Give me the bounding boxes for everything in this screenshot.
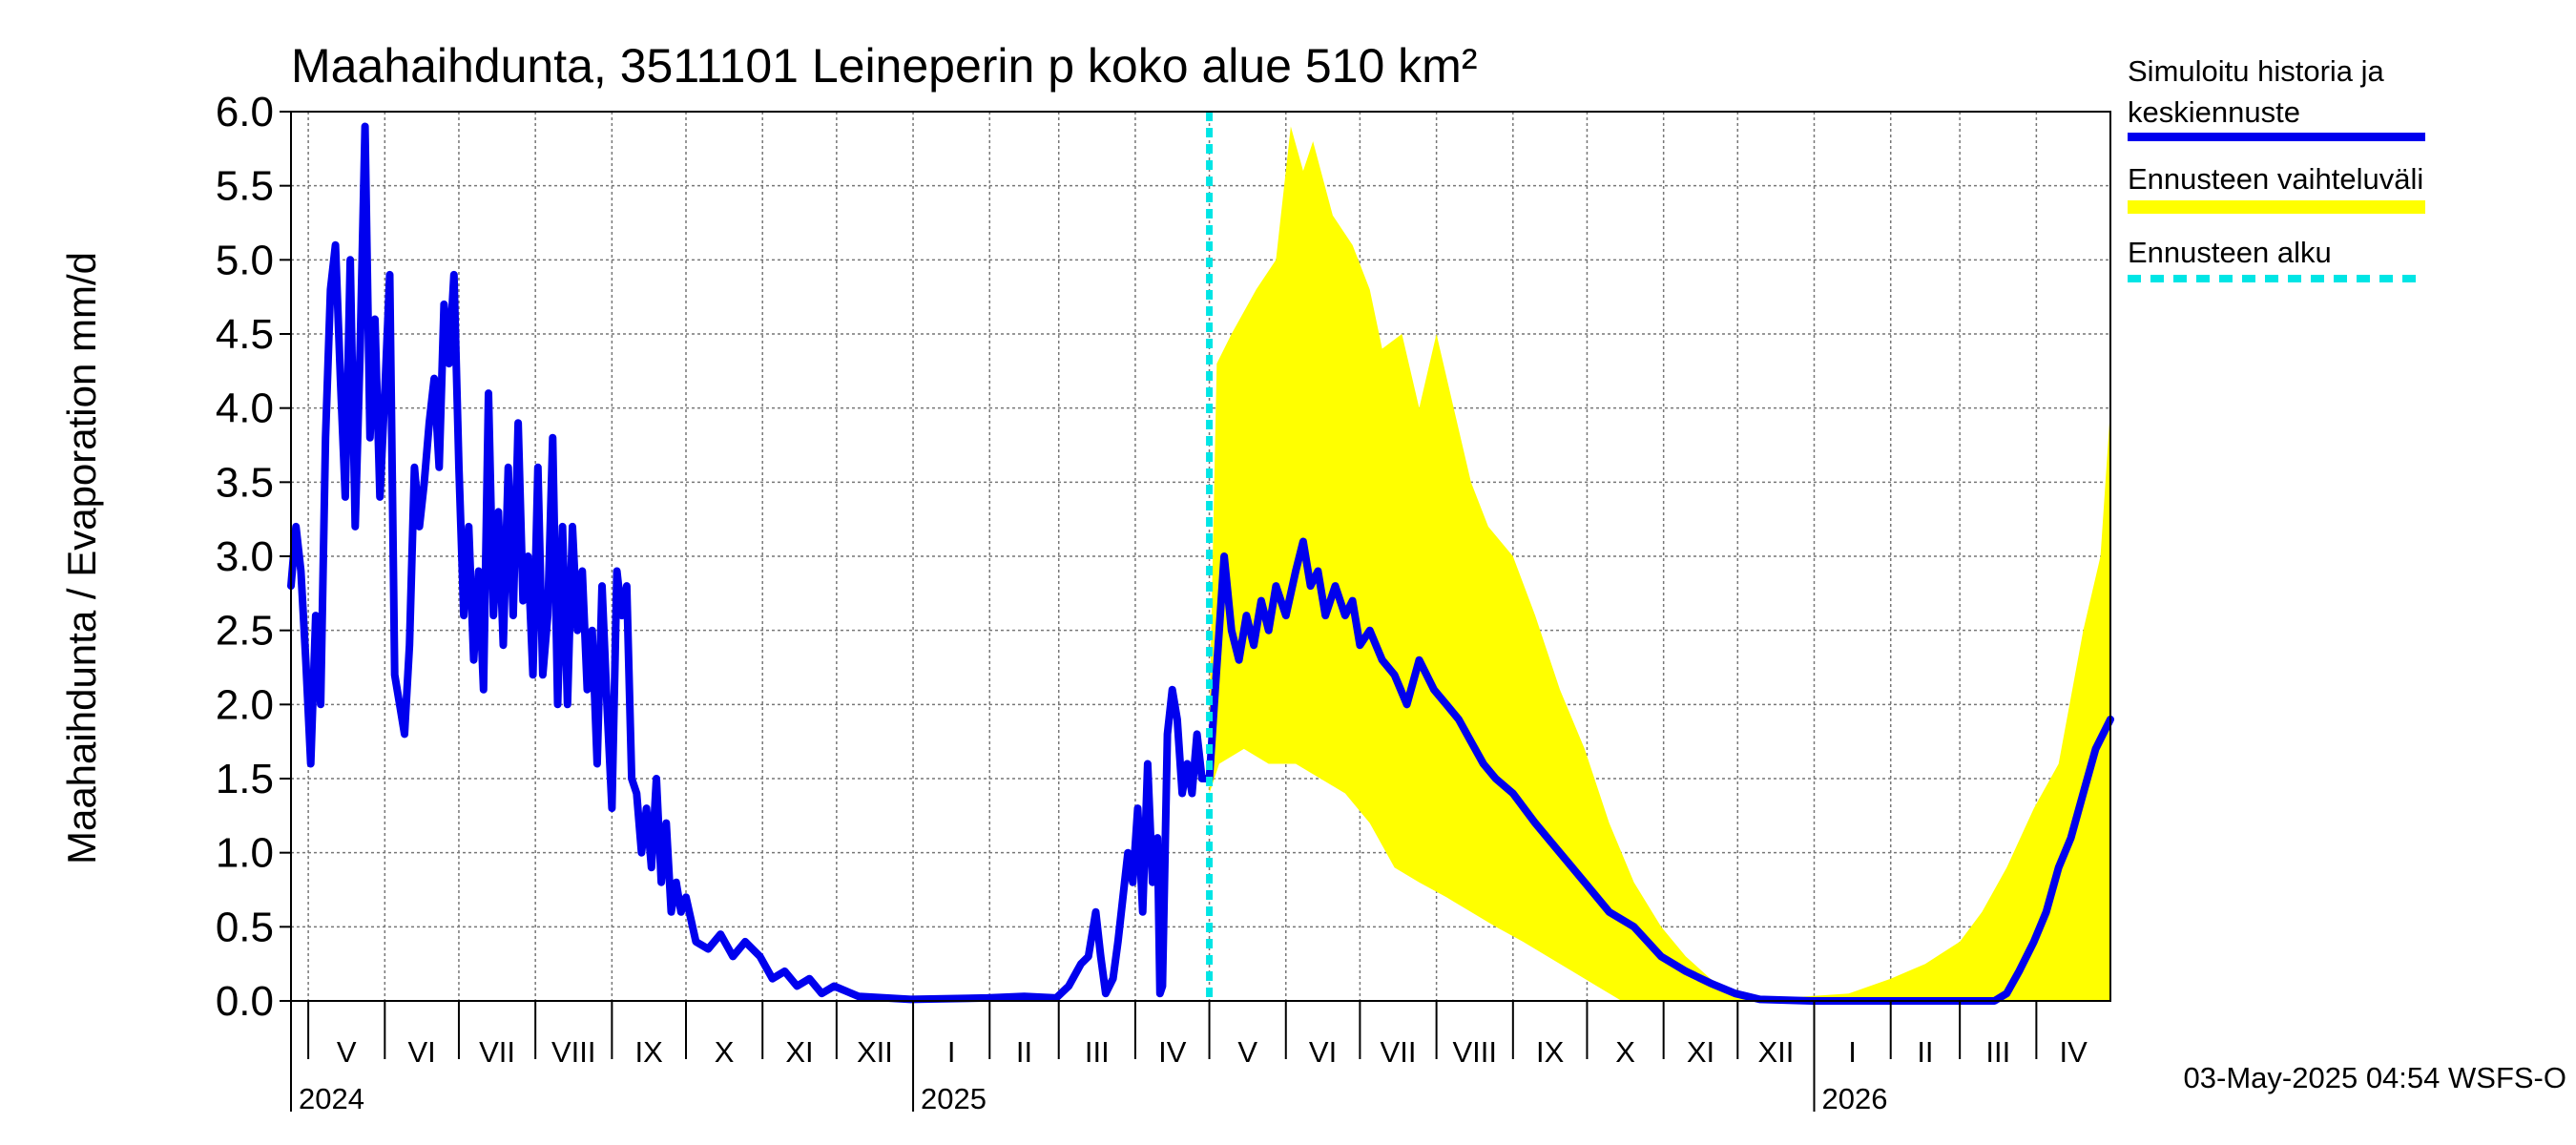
forecast-range-band [1209,126,2110,1001]
x-tick-label: V [337,1035,357,1069]
x-tick-label: XI [785,1035,813,1069]
y-tick-label: 5.5 [216,163,274,210]
y-tick-label: 3.5 [216,459,274,506]
x-tick-label: III [1985,1035,2010,1069]
legend: Simuloitu historia ja keskiennuste Ennus… [2128,54,2425,282]
legend-label-simulated: Simuloitu historia ja [2128,54,2385,88]
x-tick-label: VIII [1452,1035,1497,1069]
series-lines [287,122,2114,1005]
y-tick-label: 5.0 [216,237,274,283]
y-tick-label: 4.5 [216,311,274,358]
legend-label-range: Ennusteen vaihteluväli [2128,162,2423,196]
x-tick-label: VII [1381,1035,1417,1069]
y-tick-label: 0.5 [216,904,274,950]
x-tick-label: V [1237,1035,1257,1069]
x-tick-label: X [715,1035,735,1069]
x-tick-label: X [1615,1035,1635,1069]
x-tick-label: II [1016,1035,1032,1069]
y-tick-label: 0.0 [216,978,274,1025]
x-tick-label: VIII [551,1035,596,1069]
axes: 0.0 0.5 1.0 1.5 2.0 2.5 3.0 3.5 4.0 4.5 5.0 5.5 6.0 V… [216,89,2088,1115]
x-tick-label: XII [857,1035,893,1069]
x-tick-label: VI [1309,1035,1337,1069]
year-label: 2024 [299,1082,364,1115]
y-tick-label: 1.0 [216,830,274,877]
y-tick-label: 3.0 [216,533,274,580]
forecast-range-area [1209,126,2110,1001]
legend-swatch-simulated [2128,133,2425,141]
x-tick-label: VII [479,1035,515,1069]
x-tick-label: VI [407,1035,435,1069]
footer-timestamp: 03-May-2025 04:54 WSFS-O [2184,1061,2566,1094]
y-tick-label: 4.0 [216,385,274,432]
x-tick-label: IX [1536,1035,1565,1069]
chart-title: Maahaihdunta, 3511101 Leineperin p koko … [291,39,1477,93]
simulated-history-line [287,122,1214,1004]
year-label: 2026 [1821,1082,1887,1115]
legend-swatch-range [2128,200,2425,214]
x-tick-label: XI [1687,1035,1714,1069]
y-tick-label: 2.5 [216,608,274,655]
x-tick-label: I [947,1035,956,1069]
legend-label-simulated-2: keskiennuste [2128,95,2300,129]
x-tick-label: III [1085,1035,1110,1069]
x-tick-label: IX [635,1035,664,1069]
legend-label-forecast-start: Ennusteen alku [2128,236,2332,269]
y-tick-label: 6.0 [216,89,274,135]
x-tick-label: I [1848,1035,1857,1069]
y-tick-label: 1.5 [216,756,274,802]
x-tick-label: II [1917,1035,1933,1069]
y-axis-label: Maahaihdunta / Evaporation mm/d [59,252,104,864]
x-tick-label: XII [1757,1035,1794,1069]
year-label: 2025 [921,1082,987,1115]
y-tick-label: 2.0 [216,681,274,728]
x-tick-label: IV [1158,1035,1187,1069]
x-tick-label: IV [2060,1035,2088,1069]
